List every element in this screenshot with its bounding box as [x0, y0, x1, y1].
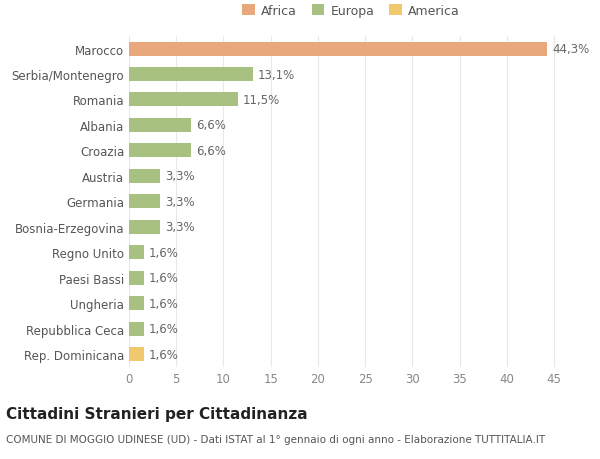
Bar [129, 169, 160, 184]
Text: 3,3%: 3,3% [165, 221, 194, 234]
Text: 44,3%: 44,3% [552, 43, 589, 56]
Bar [129, 297, 144, 311]
Text: 1,6%: 1,6% [149, 272, 179, 285]
Bar [129, 93, 238, 107]
Text: 1,6%: 1,6% [149, 323, 179, 336]
Text: 11,5%: 11,5% [242, 94, 280, 107]
Text: 3,3%: 3,3% [165, 170, 194, 183]
Text: 3,3%: 3,3% [165, 196, 194, 208]
Text: 13,1%: 13,1% [257, 68, 295, 81]
Bar [129, 220, 160, 235]
Text: 1,6%: 1,6% [149, 348, 179, 361]
Bar [129, 144, 191, 158]
Legend: Africa, Europa, America: Africa, Europa, America [237, 0, 465, 23]
Text: Cittadini Stranieri per Cittadinanza: Cittadini Stranieri per Cittadinanza [6, 406, 308, 421]
Text: 6,6%: 6,6% [196, 145, 226, 157]
Text: 1,6%: 1,6% [149, 297, 179, 310]
Text: 1,6%: 1,6% [149, 246, 179, 259]
Bar [129, 42, 547, 56]
Bar [129, 271, 144, 285]
Bar [129, 68, 253, 82]
Bar [129, 347, 144, 362]
Bar [129, 195, 160, 209]
Text: 6,6%: 6,6% [196, 119, 226, 132]
Bar [129, 246, 144, 260]
Text: COMUNE DI MOGGIO UDINESE (UD) - Dati ISTAT al 1° gennaio di ogni anno - Elaboraz: COMUNE DI MOGGIO UDINESE (UD) - Dati IST… [6, 434, 545, 444]
Bar [129, 119, 191, 133]
Bar [129, 322, 144, 336]
